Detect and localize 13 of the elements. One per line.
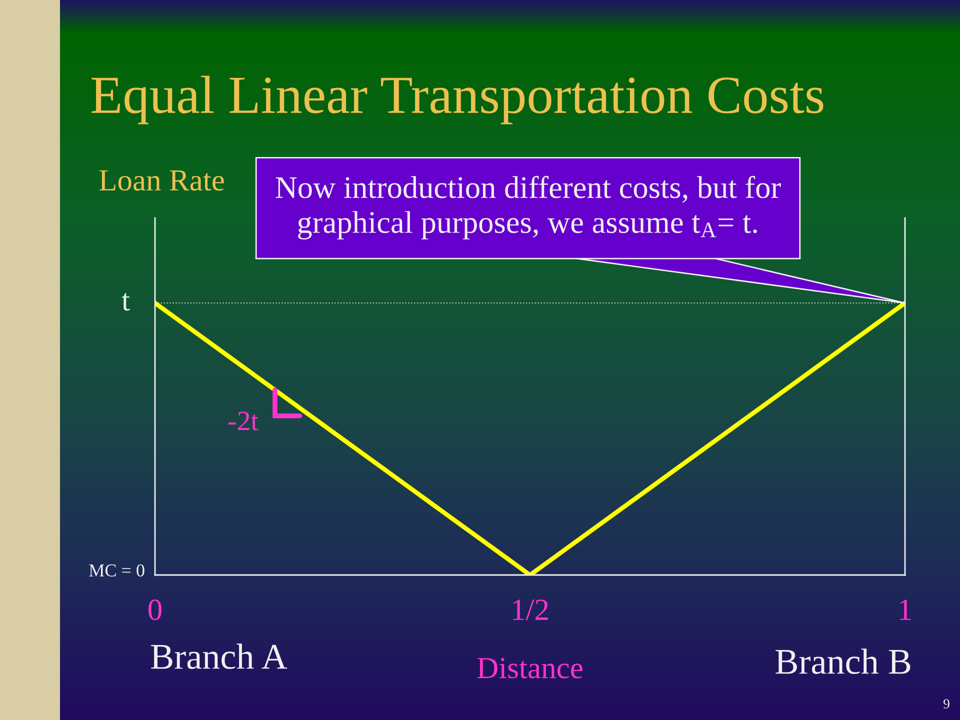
annotation: -2t <box>228 412 258 430</box>
x-axis-title: Distance <box>477 658 582 678</box>
x-tick-label: 1/2 <box>513 600 548 620</box>
chart-title: Equal Linear Transportation Costs <box>92 76 824 124</box>
annotation: t <box>122 293 130 311</box>
text: MC = 0 <box>89 564 144 577</box>
y-axis-title: Loan Rate <box>99 170 224 191</box>
text: Branch A <box>151 644 288 670</box>
text: 9 <box>944 699 950 708</box>
x-tick-label: 0 <box>148 599 162 620</box>
annotation: Now introduction different costs, but for graphical purposes, we assume t$_{A}$= t. <box>276 176 781 240</box>
text: Branch B <box>776 648 910 674</box>
x-tick-label: 1 <box>900 600 911 620</box>
